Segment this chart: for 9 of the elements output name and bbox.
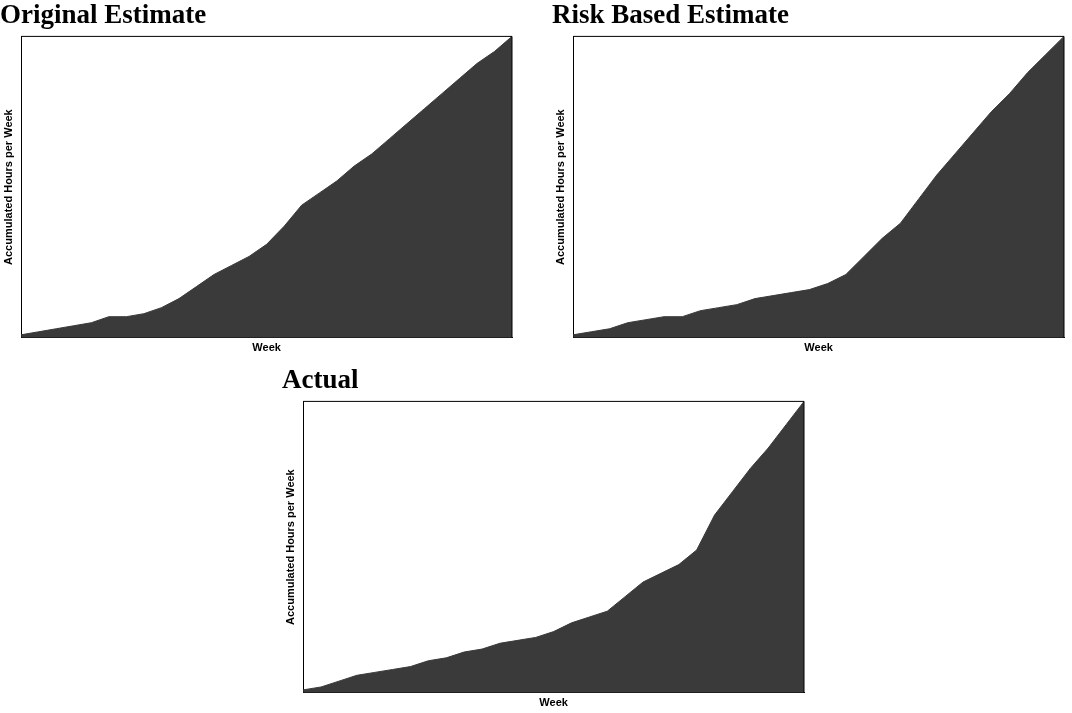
chart-title: Risk Based Estimate bbox=[552, 0, 790, 30]
x-axis-title: Week bbox=[252, 341, 282, 354]
y-axis-title: Accumulated Hours per Week bbox=[283, 468, 296, 625]
x-axis-title: Week bbox=[539, 696, 569, 709]
y-axis-title: Accumulated Hours per Week bbox=[1, 108, 14, 265]
chart-title: Actual bbox=[282, 364, 359, 395]
chart-title: Original Estimate bbox=[0, 0, 207, 30]
x-axis-title: Week bbox=[804, 341, 834, 354]
y-axis-title: Accumulated Hours per Week bbox=[553, 108, 566, 265]
